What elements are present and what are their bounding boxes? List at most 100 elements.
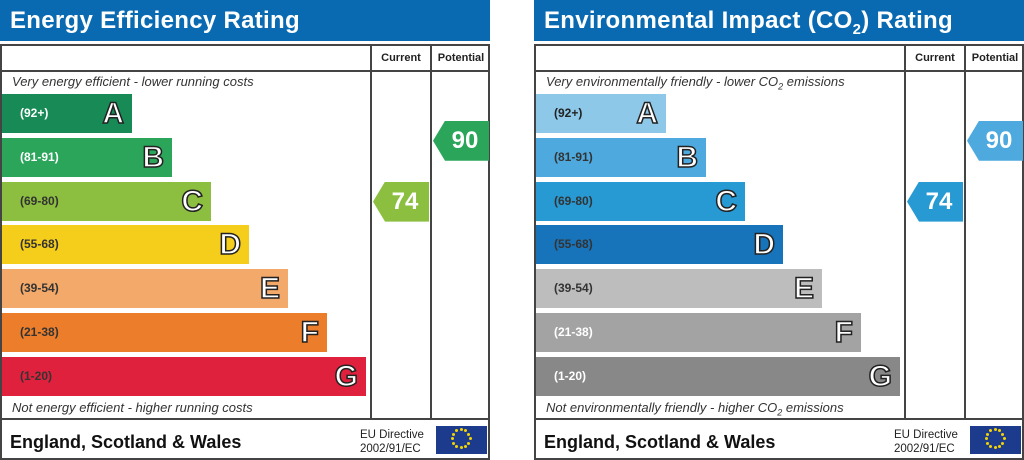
header-divider — [2, 70, 488, 72]
band-range: (69-80) — [554, 193, 593, 208]
footer-divider — [536, 418, 1022, 420]
band-bar-B: (81-91) B — [2, 137, 172, 177]
eu-star-icon — [464, 429, 467, 433]
eu-star-icon — [451, 441, 455, 445]
chart-title: Energy Efficiency Rating — [0, 0, 490, 41]
eu-directive-line1: EU Directive — [894, 429, 958, 441]
band-letter: E — [793, 271, 815, 306]
eu-star-icon — [459, 428, 463, 431]
top-note-sub: 2 — [778, 81, 784, 92]
eu-star-icon — [467, 432, 471, 436]
band-range: (21-38) — [20, 325, 59, 339]
column-header-potential: Potential — [437, 52, 485, 64]
column-divider — [430, 46, 432, 420]
band-letter: A — [102, 96, 125, 131]
band-letter: B — [676, 140, 699, 175]
band-range: (21-38) — [554, 325, 593, 339]
eu-star-icon — [450, 437, 454, 440]
band-letter: D — [219, 228, 242, 263]
eu-star-icon — [468, 437, 472, 440]
band-bar-G: (1-20) G — [536, 356, 900, 396]
energy-efficiency-panel: Energy Efficiency Rating Current Potential… — [0, 0, 490, 460]
band-bar-D: (55-68) D — [2, 225, 249, 265]
band-range: (92+) — [554, 106, 583, 120]
current-rating-arrow: 74 — [373, 181, 429, 222]
column-header-potential: Potential — [971, 52, 1019, 64]
eu-star-icon — [993, 446, 997, 449]
bottom-note-sub: 2 — [777, 407, 783, 418]
band-range: (55-68) — [20, 237, 59, 252]
rating-box: Current Potential Very environmentally fri… — [534, 44, 1024, 460]
chart-title-text: Environmental Impact (CO — [544, 7, 853, 34]
eu-star-icon — [998, 444, 1001, 448]
band-range: (55-68) — [554, 237, 593, 252]
band-range: (81-91) — [20, 149, 59, 164]
band-bar-F: (21-38) F — [536, 313, 861, 352]
eu-star-icon — [985, 441, 989, 445]
bottom-note-text: Not environmentally friendly - higher CO — [546, 400, 778, 415]
footer-divider — [2, 418, 488, 420]
column-divider — [964, 46, 966, 420]
eu-star-icon — [455, 429, 458, 433]
eu-directive: EU Directive 2002/91/EC — [360, 428, 424, 456]
eu-star-icon — [467, 441, 471, 445]
band-range: (81-91) — [554, 149, 593, 164]
band-range: (39-54) — [554, 281, 593, 296]
bottom-note: Not energy efficient - higher running co… — [12, 400, 253, 415]
column-header-current: Current — [915, 52, 955, 64]
band-letter: G — [334, 359, 359, 394]
chart-title-end: ) Rating — [861, 7, 953, 34]
eu-star-icon — [984, 437, 988, 440]
band-bar-G: (1-20) G — [2, 356, 366, 396]
current-rating-arrow: 74 — [907, 181, 963, 222]
band-bar-E: (39-54) E — [2, 269, 288, 309]
band-bar-B: (81-91) B — [536, 137, 706, 177]
potential-rating-arrow: 90 — [967, 120, 1023, 161]
band-bar-A: (92+) A — [2, 94, 132, 133]
bottom-note: Not environmentally friendly - higher CO… — [546, 400, 844, 418]
column-divider — [370, 46, 372, 420]
rating-box: Current Potential Very energy efficient - … — [0, 44, 490, 460]
eu-star-icon — [985, 432, 989, 436]
top-note-end: emissions — [783, 74, 845, 89]
band-range: (92+) — [20, 106, 49, 120]
footer-region: England, Scotland & Wales — [544, 432, 776, 452]
bottom-note-text: Not energy efficient - higher running co… — [12, 400, 253, 415]
eu-flag-icon — [970, 426, 1021, 454]
environmental-impact-panel: Environmental Impact (CO2) Rating Current… — [534, 0, 1024, 460]
band-range: (69-80) — [20, 193, 59, 208]
eu-star-icon — [993, 428, 997, 431]
eu-directive-line2: 2002/91/EC — [894, 443, 955, 455]
eu-star-icon — [451, 432, 455, 436]
band-bar-E: (39-54) E — [536, 269, 822, 309]
band-bar-D: (55-68) D — [536, 225, 783, 265]
potential-rating-arrow: 90 — [433, 120, 489, 161]
eu-star-icon — [1001, 432, 1005, 436]
band-bar-C: (69-80) C — [536, 181, 745, 221]
column-header-current: Current — [381, 52, 421, 64]
footer-region: England, Scotland & Wales — [10, 432, 242, 452]
band-range: (39-54) — [20, 281, 59, 296]
band-range: (1-20) — [20, 368, 53, 383]
band-bar-C: (69-80) C — [2, 181, 211, 221]
top-note: Very environmentally friendly - lower CO… — [546, 74, 845, 92]
eu-star-icon — [1001, 441, 1005, 445]
band-bar-A: (92+) A — [536, 94, 666, 133]
band-letter: E — [259, 271, 281, 306]
eu-directive-line2: 2002/91/EC — [360, 443, 421, 455]
eu-star-icon — [459, 446, 463, 449]
eu-star-icon — [1002, 437, 1006, 440]
eu-star-icon — [989, 429, 992, 433]
eu-directive: EU Directive 2002/91/EC — [894, 428, 958, 456]
chart-title: Environmental Impact (CO2) Rating — [534, 0, 1024, 41]
top-note-text: Very energy efficient - lower running co… — [12, 74, 254, 89]
eu-star-icon — [989, 444, 992, 448]
band-letter: F — [834, 315, 854, 350]
top-note: Very energy efficient - lower running co… — [12, 74, 254, 89]
eu-star-icon — [455, 444, 458, 448]
eu-directive-line1: EU Directive — [360, 429, 424, 441]
band-letter: C — [715, 184, 738, 219]
eu-star-icon — [998, 429, 1001, 433]
chart-title-sub: 2 — [852, 20, 862, 38]
eu-flag-icon — [436, 426, 487, 454]
